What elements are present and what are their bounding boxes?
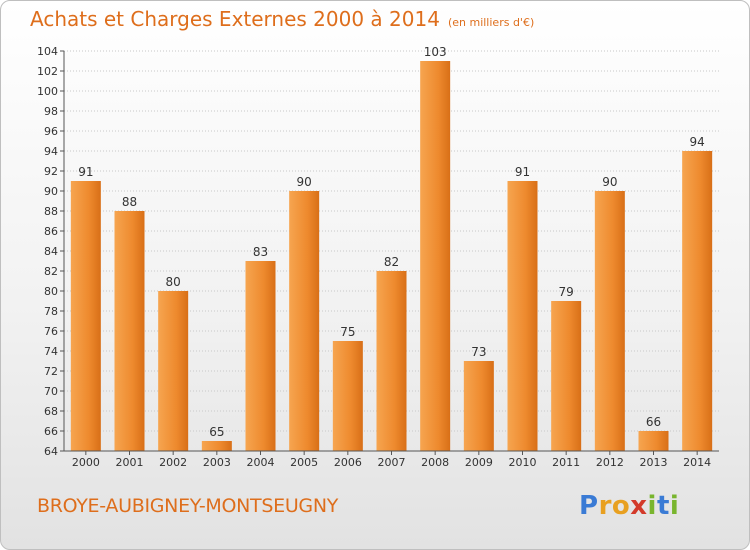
y-tick-label: 68 [44, 405, 58, 418]
chart-title-text: Achats et Charges Externes 2000 à 2014 [30, 7, 440, 31]
bar [682, 151, 713, 451]
y-tick-label: 70 [44, 385, 58, 398]
x-tick-label: 2000 [72, 456, 100, 469]
logo-letter: i [647, 491, 657, 521]
bar-value-label: 82 [384, 255, 399, 269]
logo-letter: r [598, 491, 612, 521]
y-axis: 64 66 68 70 72 74 76 78 80 82 84 86 88 90 92 94 96 98 100 1… [37, 45, 65, 458]
y-tick-label: 72 [44, 365, 58, 378]
bar-value-label: 94 [690, 135, 705, 149]
logo-letter: P [579, 491, 599, 521]
bar-value-label: 88 [122, 195, 137, 209]
x-tick-label: 2012 [596, 456, 624, 469]
x-tick-label: 2005 [290, 456, 318, 469]
bar [201, 441, 232, 451]
bar [551, 301, 582, 451]
commune-name: BROYE-AUBIGNEY-MONTSEUGNY [37, 495, 339, 517]
y-tick-label: 76 [44, 325, 58, 338]
y-tick-label: 102 [37, 65, 58, 78]
chart-unit: (en milliers d'€) [447, 16, 535, 29]
bar-value-label: 73 [471, 345, 486, 359]
bar [420, 61, 451, 451]
x-tick-label: 2009 [465, 456, 493, 469]
x-tick-label: 2011 [552, 456, 580, 469]
y-tick-label: 92 [44, 165, 58, 178]
bar-value-label: 75 [340, 325, 355, 339]
bar-value-label: 79 [559, 285, 574, 299]
bar [376, 271, 407, 451]
bars: 91 88 80 65 83 90 75 82 103 73 91 79 90 66 94 [70, 45, 713, 451]
logo-letter: o [611, 491, 631, 521]
y-tick-label: 96 [44, 125, 58, 138]
y-tick-label: 84 [44, 245, 58, 258]
bar [594, 191, 625, 451]
bar [245, 261, 276, 451]
chart-title: Achats et Charges Externes 2000 à 2014 (e… [30, 7, 534, 31]
proxiti-logo[interactable]: Proxiti [579, 491, 679, 521]
y-tick-label: 86 [44, 225, 58, 238]
y-tick-label: 98 [44, 105, 58, 118]
x-tick-label: 2004 [247, 456, 275, 469]
x-tick-label: 2002 [159, 456, 187, 469]
logo-letter: x [630, 491, 648, 521]
y-tick-label: 74 [44, 345, 58, 358]
x-tick-label: 2013 [640, 456, 668, 469]
logo-letter: i [669, 491, 680, 521]
bar [70, 181, 101, 451]
y-tick-label: 100 [37, 85, 58, 98]
bar [332, 341, 363, 451]
y-tick-label: 94 [44, 145, 58, 158]
x-axis: 2000 2001 2002 2003 2004 2005 2006 2007 2008 2009… [64, 450, 719, 469]
bar-value-label: 91 [515, 165, 530, 179]
bar [114, 211, 145, 451]
y-tick-label: 80 [44, 285, 58, 298]
y-tick-label: 78 [44, 305, 58, 318]
bar-value-label: 90 [297, 175, 312, 189]
bar-value-label: 90 [602, 175, 617, 189]
bar [463, 361, 494, 451]
bar-value-label: 91 [78, 165, 93, 179]
y-tick-label: 66 [44, 425, 58, 438]
y-tick-label: 82 [44, 265, 58, 278]
x-tick-label: 2007 [378, 456, 406, 469]
bar-value-label: 83 [253, 245, 268, 259]
x-tick-label: 2006 [334, 456, 362, 469]
bar-value-label: 103 [424, 45, 447, 59]
bar [638, 431, 669, 451]
bar-value-label: 65 [209, 425, 224, 439]
x-tick-label: 2003 [203, 456, 231, 469]
bar [507, 181, 538, 451]
logo-letter: t [656, 491, 670, 521]
bar-value-label: 66 [646, 415, 661, 429]
x-tick-label: 2010 [509, 456, 537, 469]
bar [289, 191, 320, 451]
bar [158, 291, 189, 451]
x-tick-label: 2008 [421, 456, 449, 469]
bar-value-label: 80 [166, 275, 181, 289]
x-tick-label: 2001 [116, 456, 144, 469]
y-tick-label: 90 [44, 185, 58, 198]
y-tick-label: 104 [37, 45, 58, 58]
x-tick-label: 2014 [683, 456, 711, 469]
y-tick-label: 88 [44, 205, 58, 218]
y-tick-label: 64 [44, 445, 58, 458]
